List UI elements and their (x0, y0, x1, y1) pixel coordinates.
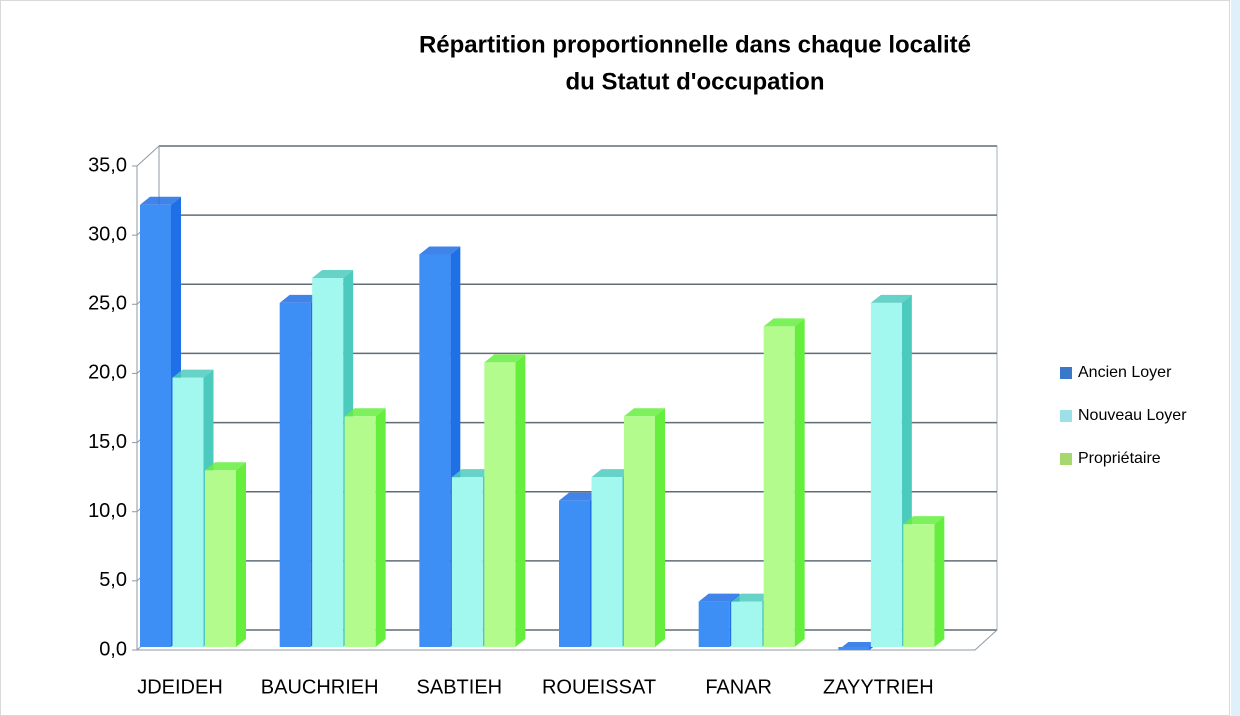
bar-top (870, 294, 912, 303)
floor (137, 629, 998, 651)
bar-top (731, 593, 773, 602)
bar (344, 416, 376, 647)
bar-top (312, 270, 354, 279)
legend-label: Propriétaire (1078, 450, 1161, 467)
x-tick-label: SABTIEH (417, 676, 503, 698)
y-tick-label: 5,0 (99, 569, 127, 591)
bar (451, 477, 483, 647)
bar (172, 377, 204, 647)
edge-strip (1231, 0, 1240, 716)
bar-top (559, 492, 600, 501)
bar-top (484, 354, 526, 363)
bar-side (934, 516, 945, 647)
bar-top (591, 469, 633, 478)
bar-top (205, 462, 246, 471)
chart-title: du Statut d'occupation (565, 68, 824, 95)
x-tick-label: ZAYYTRIEH (823, 676, 934, 698)
bar-top (451, 469, 493, 478)
bar-side (236, 462, 246, 647)
bar-side (515, 354, 526, 647)
legend-label: Ancien Loyer (1078, 364, 1172, 381)
bar (763, 326, 795, 647)
legend-swatch (1060, 367, 1072, 379)
y-tick-label: 10,0 (88, 500, 127, 522)
side-grid-line (136, 145, 160, 167)
bar (279, 302, 311, 647)
y-tick-label: 15,0 (88, 431, 127, 453)
bar-top (140, 196, 181, 205)
bar-top (419, 246, 461, 255)
bar (624, 416, 655, 647)
x-tick-label: FANAR (705, 676, 772, 698)
x-tick-label: JDEIDEH (137, 676, 223, 698)
bar-top (624, 408, 665, 417)
bar-top (698, 593, 740, 602)
legend-label: Nouveau Loyer (1078, 407, 1187, 424)
legend-swatch (1060, 453, 1072, 465)
bar-top (172, 369, 214, 378)
bar (903, 524, 935, 647)
bar (731, 601, 763, 647)
bar (484, 362, 516, 647)
y-tick-label: 25,0 (88, 293, 127, 315)
bar (838, 647, 870, 650)
bar-side (655, 408, 665, 647)
bar (870, 302, 902, 647)
bar-side (375, 408, 386, 647)
legend-swatch (1060, 410, 1072, 422)
bar-top (344, 408, 386, 417)
bar (205, 470, 236, 647)
bar-side (794, 318, 805, 647)
bar (419, 254, 451, 647)
bar (698, 601, 730, 647)
x-tick-label: ROUEISSAT (542, 676, 656, 698)
chart-title: Répartition proportionnelle dans chaque … (419, 31, 971, 58)
bar-top (763, 318, 805, 327)
bar (312, 278, 344, 647)
y-tick-label: 30,0 (88, 223, 127, 245)
x-tick-label: BAUCHRIEH (261, 676, 379, 698)
bar (559, 500, 590, 647)
y-tick-label: 35,0 (88, 154, 127, 176)
bar (591, 477, 623, 647)
bar-top (279, 294, 321, 303)
y-tick-label: 20,0 (88, 362, 127, 384)
bar-top (903, 516, 945, 525)
y-tick-label: 0,0 (99, 638, 127, 660)
bar (140, 204, 171, 647)
